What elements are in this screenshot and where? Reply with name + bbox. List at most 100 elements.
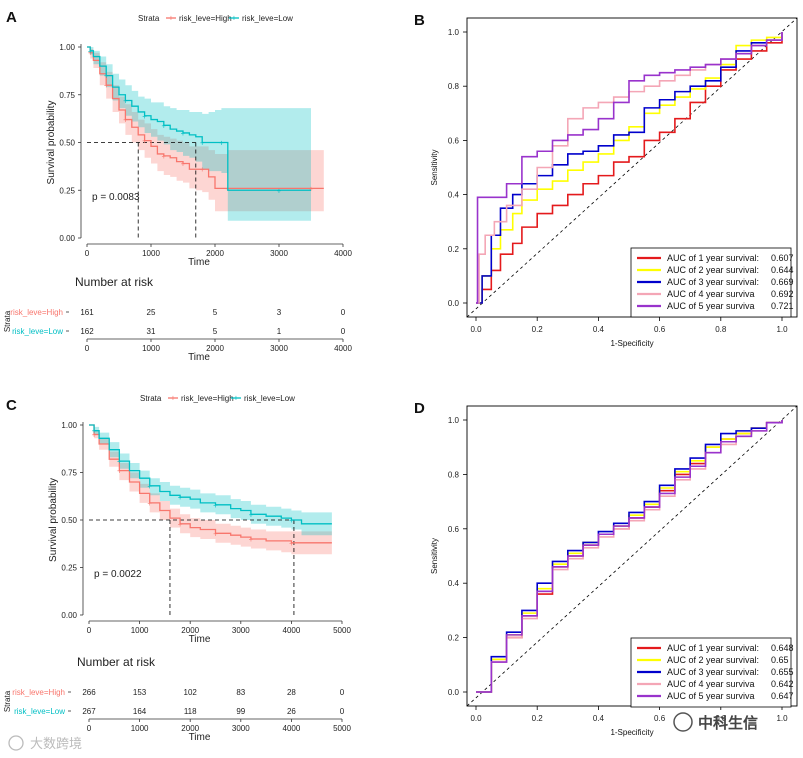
censor-mark: + — [88, 47, 93, 56]
risk-count: 99 — [236, 707, 245, 716]
censor-mark: + — [92, 431, 97, 440]
reference-diagonal — [466, 405, 798, 707]
y-tick-label: 0.75 — [61, 469, 77, 478]
legend-item: risk_leve=High — [181, 394, 234, 403]
x-tick-label: 2000 — [206, 249, 224, 258]
x-tick-label: 1.0 — [776, 714, 788, 723]
risk-x-tick-label: 1000 — [131, 724, 149, 733]
legend-label: AUC of 3 year survival: — [667, 277, 759, 287]
risk-count: 153 — [133, 688, 147, 697]
panel-label: B — [414, 12, 425, 29]
x-tick-label: 0.4 — [593, 325, 605, 334]
x-tick-label: 0.0 — [470, 714, 482, 723]
risk-table-title: Number at risk — [75, 275, 154, 289]
y-tick-label: 0.4 — [448, 579, 460, 588]
reference-diagonal — [466, 17, 798, 318]
y-axis-title: Sensitivity — [430, 538, 439, 574]
panel-d: D 0.0 0.2 0.4 0.6 0.8 1.0 0.0 0.2 0.4 0.6 0.8 1.0 1-S… — [414, 400, 798, 737]
censor-mark: + — [123, 116, 128, 125]
censor-mark: + — [147, 482, 152, 491]
y-tick-label: 0.0 — [448, 688, 460, 697]
x-tick-label: 0.8 — [715, 714, 727, 723]
legend-item: risk_leve=Low — [244, 394, 295, 403]
y-tick-label: 1.00 — [59, 43, 75, 52]
x-tick-label: 0.2 — [532, 714, 544, 723]
legend-title: Strata — [138, 14, 160, 23]
roc-curve — [476, 420, 783, 693]
risk-table-strata-label: Strata — [3, 690, 12, 712]
legend-label: AUC of 1 year survival: — [667, 253, 759, 263]
censor-mark: + — [181, 129, 186, 138]
y-tick-label: 0.2 — [448, 245, 460, 254]
risk-x-tick-label: 0 — [87, 724, 92, 733]
y-axis-title: Survival probability — [46, 101, 57, 185]
x-tick-label: 0.0 — [470, 325, 482, 334]
risk-x-tick-label: 3000 — [232, 724, 250, 733]
censor-mark: + — [88, 49, 93, 58]
roc-curve — [476, 32, 783, 304]
risk-row-label: risk_leve=Low — [12, 327, 63, 336]
x-tick-label: 4000 — [283, 626, 301, 635]
censor-mark: + — [142, 137, 147, 146]
survival-curve — [87, 46, 311, 191]
risk-count: 0 — [340, 688, 345, 697]
censor-mark: + — [117, 457, 122, 466]
risk-x-tick-label: 4000 — [283, 724, 301, 733]
wechat-icon — [673, 712, 693, 732]
x-axis-title: Time — [189, 634, 211, 645]
legend-auc-value: 0.648 — [771, 643, 794, 653]
y-tick-label: 0.00 — [61, 611, 77, 620]
roc-curve — [476, 420, 783, 693]
risk-count: 164 — [133, 707, 147, 716]
censor-mark: + — [277, 186, 282, 195]
legend-label: AUC of 2 year survival: — [667, 655, 759, 665]
censor-mark: + — [178, 520, 183, 529]
risk-count: 162 — [80, 327, 94, 336]
survival-curve — [87, 46, 324, 189]
risk-count: 25 — [147, 308, 156, 317]
risk-count: 26 — [287, 707, 296, 716]
panel-label: D — [414, 400, 425, 417]
ci-band — [87, 47, 324, 212]
legend-swatch-mark: + — [171, 394, 176, 403]
legend-auc-value: 0.647 — [771, 691, 794, 701]
x-axis-title: 1-Specificity — [610, 728, 653, 737]
ci-band — [89, 425, 332, 536]
watermark-logo-icon — [8, 735, 24, 751]
roc-curve — [476, 32, 783, 304]
y-tick-label: 0.2 — [448, 634, 460, 643]
y-tick-label: 0.00 — [59, 234, 75, 243]
legend-label: AUC of 5 year surviva — [667, 691, 755, 701]
risk-count: 5 — [213, 327, 218, 336]
watermark-left-text: 大数跨境 — [30, 737, 82, 752]
legend-label: AUC of 4 year surviva — [667, 289, 755, 299]
x-tick-label: 0 — [87, 626, 92, 635]
risk-x-tick-label: 5000 — [333, 724, 351, 733]
legend-label: AUC of 2 year survival: — [667, 265, 759, 275]
censor-mark: + — [104, 81, 109, 90]
y-tick-label: 0.6 — [448, 525, 460, 534]
y-tick-label: 0.25 — [59, 186, 75, 195]
risk-count: 0 — [341, 327, 346, 336]
risk-x-tick-label: 2000 — [206, 344, 224, 353]
censor-mark: + — [200, 139, 205, 148]
risk-count: 83 — [236, 688, 245, 697]
censor-mark: + — [219, 139, 224, 148]
censor-mark: + — [178, 493, 183, 502]
risk-row-label: risk_leve=High — [10, 308, 63, 317]
y-tick-label: 0.6 — [448, 136, 460, 145]
y-tick-label: 1.0 — [448, 28, 460, 37]
x-tick-label: 5000 — [333, 626, 351, 635]
risk-row-label: risk_leve=High — [12, 688, 65, 697]
legend-swatch-mark: + — [232, 14, 237, 23]
x-tick-label: 1000 — [131, 626, 149, 635]
censor-mark: + — [289, 516, 294, 525]
censor-mark: + — [309, 184, 314, 193]
risk-count: 5 — [213, 308, 218, 317]
risk-count: 266 — [82, 688, 96, 697]
legend-item: risk_leve=Low — [242, 14, 293, 23]
survival-curve — [89, 424, 332, 525]
risk-count: 267 — [82, 707, 96, 716]
censor-mark: + — [142, 112, 147, 121]
